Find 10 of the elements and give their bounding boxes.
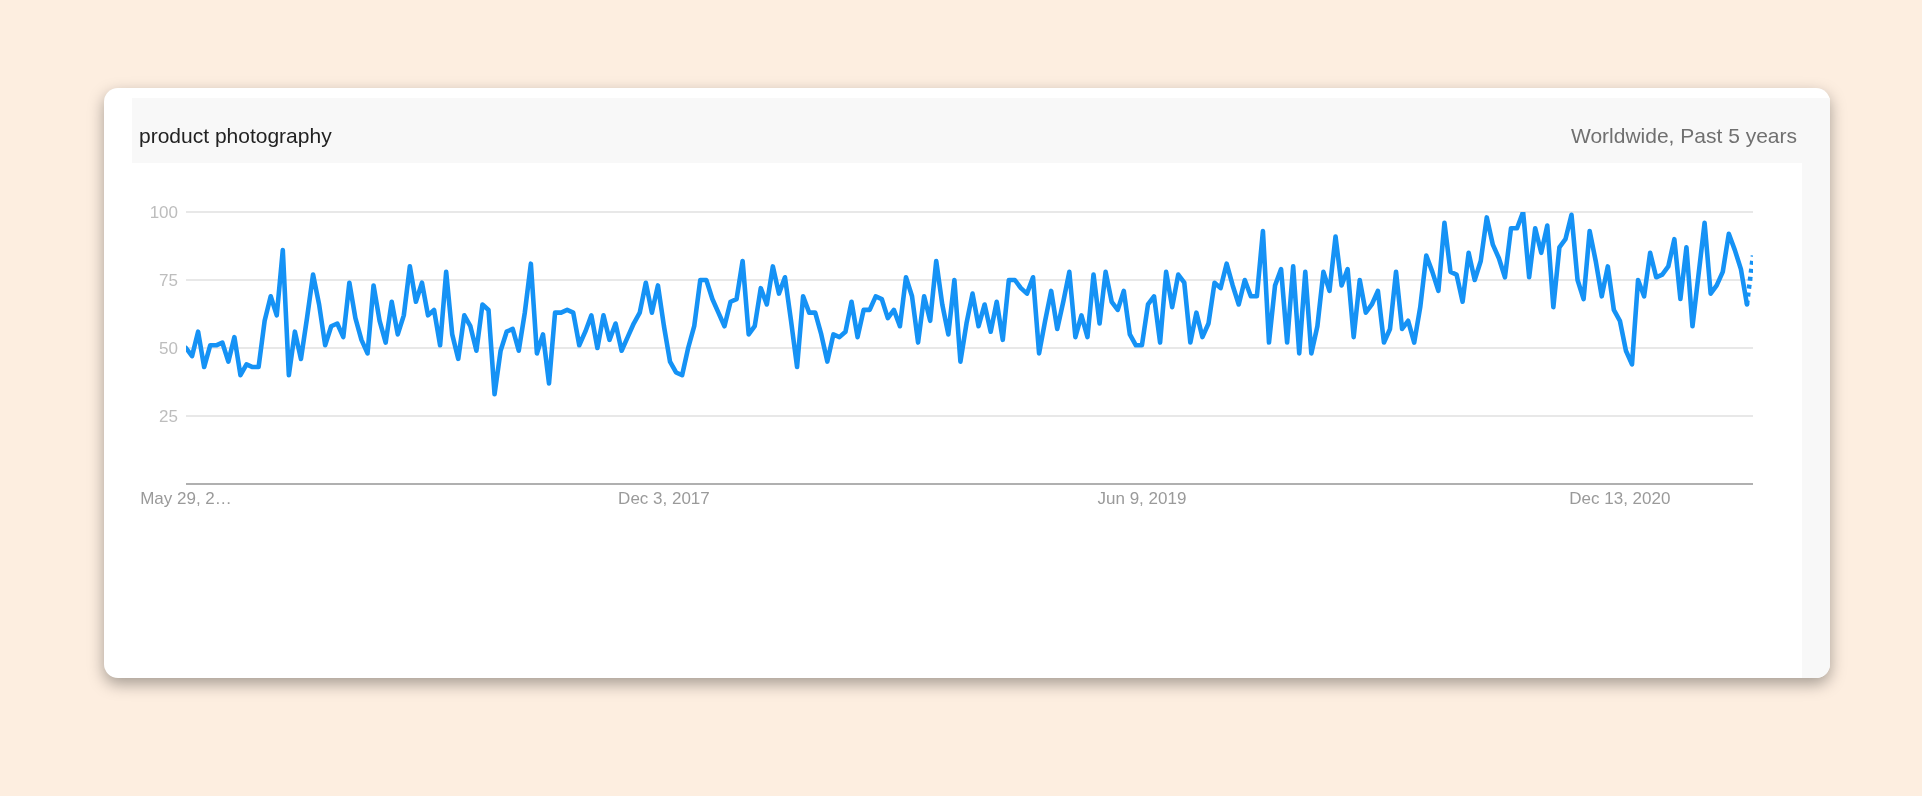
x-tick-label: May 29, 2… bbox=[140, 489, 232, 509]
chart-title: product photography bbox=[139, 124, 332, 148]
x-tick-label: Jun 9, 2019 bbox=[1097, 489, 1187, 509]
y-tick-label: 25 bbox=[159, 407, 178, 427]
x-tick-label: Dec 3, 2017 bbox=[618, 489, 710, 509]
y-tick-label: 50 bbox=[159, 339, 178, 359]
y-tick-label: 75 bbox=[159, 271, 178, 291]
chart-subtitle: Worldwide, Past 5 years bbox=[1570, 124, 1797, 148]
x-tick-label: Dec 13, 2020 bbox=[1569, 489, 1671, 509]
y-tick-label: 100 bbox=[149, 203, 178, 223]
